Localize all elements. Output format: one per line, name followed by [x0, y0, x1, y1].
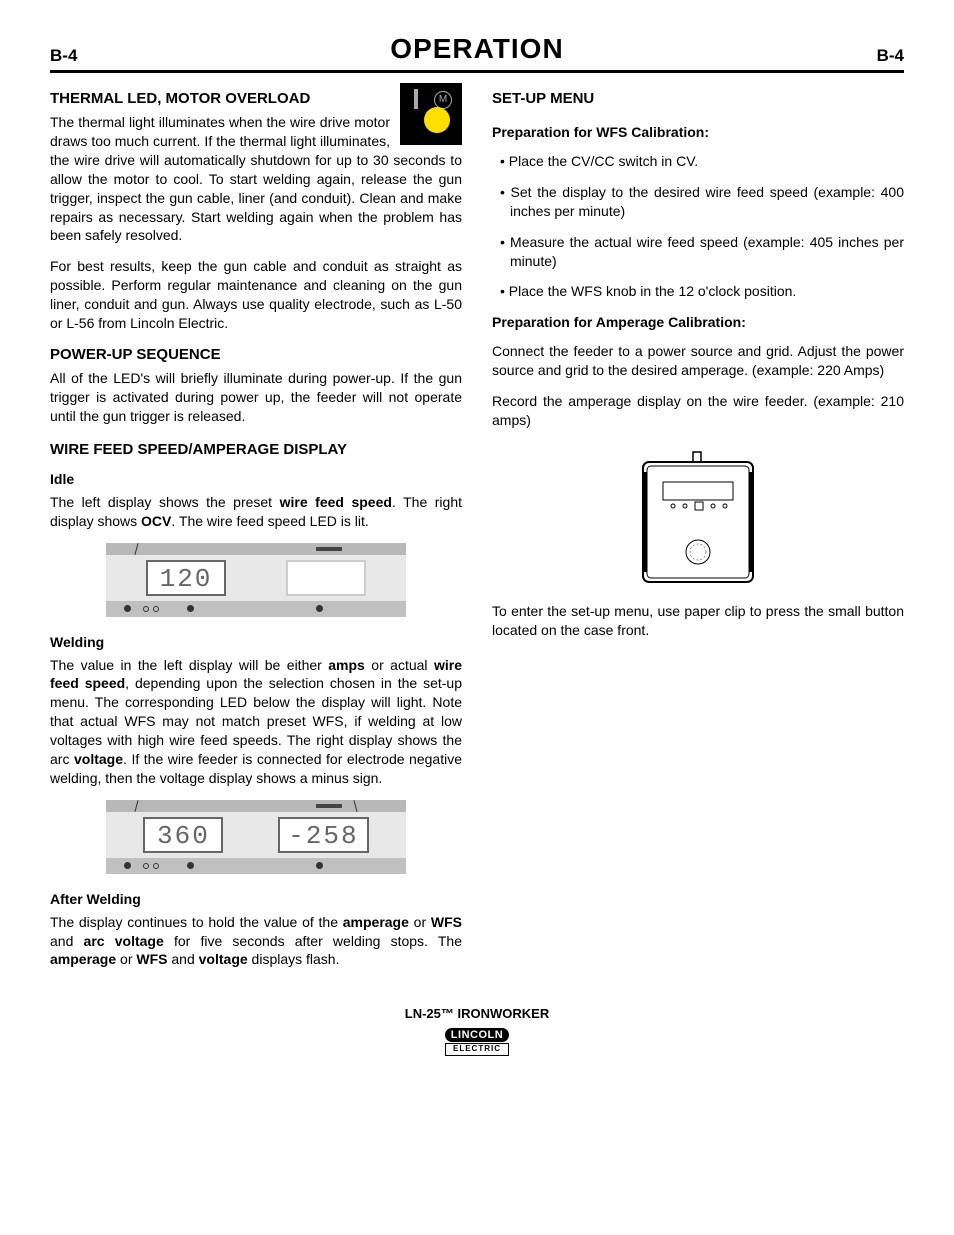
list-item: Place the WFS knob in the 12 o'clock pos… — [500, 282, 904, 301]
bold: amps — [328, 657, 365, 673]
logo-brand-bot: ELECTRIC — [445, 1043, 509, 1056]
lincoln-logo: LINCOLN ELECTRIC — [445, 1025, 509, 1056]
para-enter-setup: To enter the set-up menu, use paper clip… — [492, 602, 904, 640]
feeder-diagram — [613, 442, 783, 592]
bold: voltage — [74, 751, 123, 767]
bold: wire feed speed — [280, 494, 392, 510]
bold: WFS — [136, 951, 167, 967]
page-title: OPERATION — [390, 30, 563, 68]
page-number-left: B-4 — [50, 45, 77, 68]
para-amp-1: Connect the feeder to a power source and… — [492, 342, 904, 380]
text: or — [116, 951, 136, 967]
list-item: Measure the actual wire feed speed (exam… — [500, 233, 904, 271]
idle-right-display — [286, 560, 366, 596]
text: displays flash. — [248, 951, 340, 967]
page-header: B-4 OPERATION B-4 — [50, 30, 904, 73]
heading-prep-wfs: Preparation for WFS Calibration: — [492, 123, 904, 142]
display-panel-welding: 360 -258 — [106, 800, 406, 874]
weld-right-display: -258 — [278, 817, 368, 853]
left-column: M THERMAL LED, MOTOR OVERLOAD The therma… — [50, 83, 462, 982]
heading-wfs-display: WIRE FEED SPEED/AMPERAGE DISPLAY — [50, 440, 462, 460]
heading-setup-menu: SET-UP MENU — [492, 89, 904, 109]
heading-idle: Idle — [50, 470, 462, 489]
text: The left display shows the preset — [50, 494, 280, 510]
weld-left-display: 360 — [143, 817, 223, 853]
para-amp-2: Record the amperage display on the wire … — [492, 392, 904, 430]
heading-after-welding: After Welding — [50, 890, 462, 909]
para-idle: The left display shows the preset wire f… — [50, 493, 462, 531]
text: or actual — [365, 657, 434, 673]
bold: amperage — [50, 951, 116, 967]
list-item: Set the display to the desired wire feed… — [500, 183, 904, 221]
logo-brand-top: LINCOLN — [445, 1028, 509, 1042]
para-after-welding: The display continues to hold the value … — [50, 913, 462, 970]
text: . The wire feed speed LED is lit. — [171, 513, 368, 529]
bold: amperage — [343, 914, 409, 930]
bold: OCV — [141, 513, 171, 529]
heading-welding: Welding — [50, 633, 462, 652]
para-thermal-2: For best results, keep the gun cable and… — [50, 257, 462, 333]
heading-prep-amperage: Preparation for Amperage Calibration: — [492, 313, 904, 332]
para-power-up: All of the LED's will briefly illuminate… — [50, 369, 462, 426]
thermal-led-icon: M — [400, 83, 462, 145]
page-number-right: B-4 — [877, 45, 904, 68]
product-name: LN-25™ IRONWORKER — [50, 1005, 904, 1023]
bold: WFS — [431, 914, 462, 930]
text: or — [409, 914, 431, 930]
idle-left-display: 120 — [146, 560, 226, 596]
list-item: Place the CV/CC switch in CV. — [500, 152, 904, 171]
content-columns: M THERMAL LED, MOTOR OVERLOAD The therma… — [50, 83, 904, 982]
right-column: SET-UP MENU Preparation for WFS Calibrat… — [492, 83, 904, 982]
bold: arc voltage — [84, 933, 164, 949]
text: for five seconds after welding stops. Th… — [164, 933, 462, 949]
para-welding: The value in the left display will be ei… — [50, 656, 462, 788]
heading-power-up: POWER-UP SEQUENCE — [50, 345, 462, 365]
text: The value in the left display will be ei… — [50, 657, 328, 673]
display-panel-idle: 120 — [106, 543, 406, 617]
text: and — [50, 933, 84, 949]
page-footer: LN-25™ IRONWORKER LINCOLN ELECTRIC — [50, 1005, 904, 1055]
text: and — [168, 951, 199, 967]
wfs-calibration-list: Place the CV/CC switch in CV. Set the di… — [492, 152, 904, 301]
bold: voltage — [199, 951, 248, 967]
text: The display continues to hold the value … — [50, 914, 343, 930]
